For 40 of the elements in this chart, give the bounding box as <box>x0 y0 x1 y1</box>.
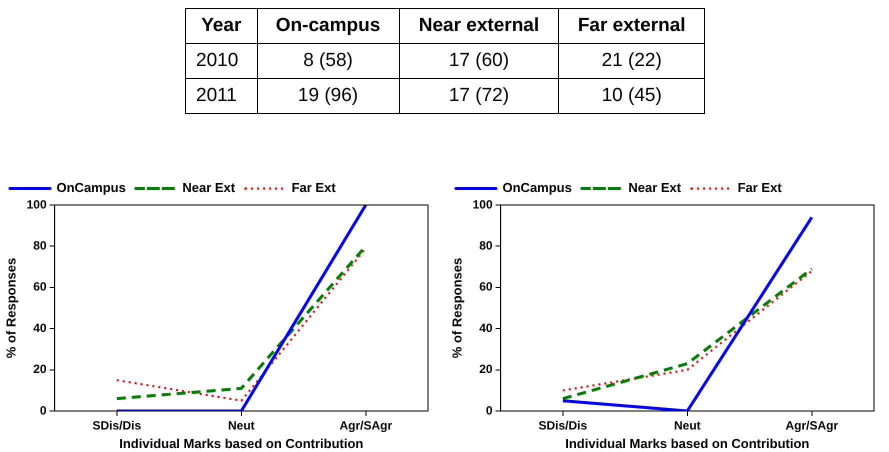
y-tick-label: 80 <box>479 238 493 253</box>
x-axis-title: Individual Marks based on Contribution <box>119 436 364 451</box>
y-tick-label: 60 <box>33 280 47 294</box>
x-tick-label: Agr/SAgr <box>785 418 838 433</box>
legend-label: Far Ext <box>292 180 336 196</box>
category-label: Far external <box>558 8 704 44</box>
x-tick-label: SDis/Dis <box>92 418 142 433</box>
y-tick-label: 0 <box>486 403 493 418</box>
y-tick-label: 0 <box>40 403 47 418</box>
category-label: 2011 <box>196 85 237 106</box>
y-axis-title: % of Responses <box>3 258 18 358</box>
y-tick-label: 20 <box>33 362 47 376</box>
text: Year <box>186 8 258 44</box>
y-tick-label: 40 <box>33 320 47 335</box>
text: 10 (45) <box>602 85 662 106</box>
y-axis-title: % of Responses <box>449 258 464 358</box>
legend-label: Far Ext <box>738 180 782 196</box>
x-tick-label: SDis/Dis <box>538 418 588 433</box>
text: 8 (58) <box>303 50 353 71</box>
y-tick-label: 100 <box>26 197 47 212</box>
y-tick-label: 100 <box>472 197 493 212</box>
category-label: 2010 <box>196 50 238 71</box>
y-tick-label: 80 <box>33 238 47 253</box>
text: 19 (96) <box>298 85 358 106</box>
text: 21 (22) <box>602 50 662 71</box>
y-tick-label: 60 <box>479 280 493 294</box>
legend-label: Near Ext <box>628 180 682 196</box>
legend-label: OnCampus <box>502 180 572 196</box>
category-label: Near external <box>399 8 559 44</box>
y-tick-label: 20 <box>479 362 493 376</box>
category-label: On-campus <box>257 8 399 44</box>
text: 17 (72) <box>448 85 510 106</box>
x-tick-label: Neut <box>674 418 701 433</box>
x-tick-label: Agr/SAgr <box>339 418 392 433</box>
legend-label: OnCampus <box>56 180 126 196</box>
text: 17 (60) <box>448 50 510 71</box>
x-axis-title: Individual Marks based on Contribution <box>565 436 810 451</box>
x-tick-label: Neut <box>228 418 255 433</box>
y-tick-label: 40 <box>479 320 493 335</box>
legend-label: Near Ext <box>182 180 236 196</box>
